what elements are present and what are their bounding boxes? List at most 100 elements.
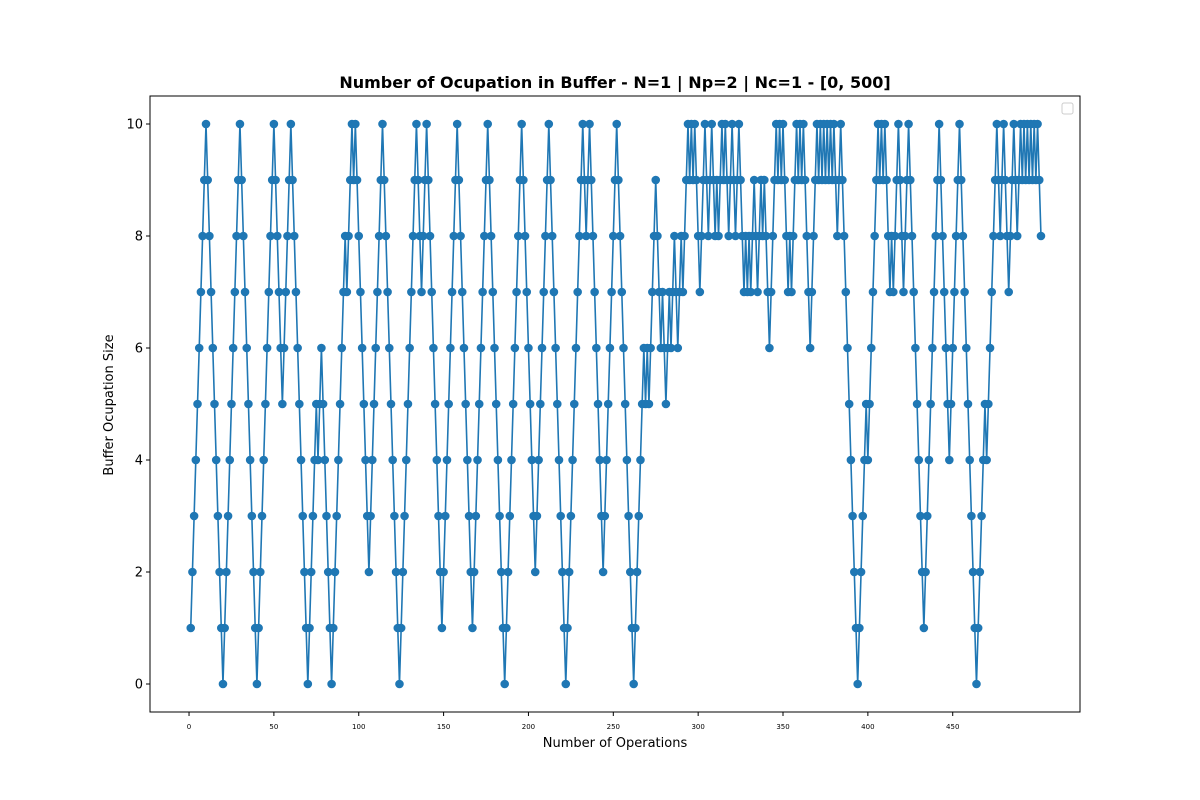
- data-point: [412, 119, 421, 129]
- data-point: [916, 511, 925, 521]
- data-point: [408, 231, 418, 241]
- data-point: [469, 567, 479, 577]
- data-point: [578, 119, 588, 129]
- data-point: [403, 399, 413, 409]
- data-point: [911, 343, 920, 353]
- data-point: [463, 455, 472, 465]
- data-point: [374, 231, 384, 241]
- data-point: [429, 343, 438, 353]
- data-point: [227, 399, 236, 409]
- data-point: [337, 343, 347, 353]
- data-point: [780, 175, 790, 185]
- data-point: [186, 623, 196, 633]
- data-point: [768, 231, 778, 241]
- data-point: [629, 679, 638, 689]
- data-point: [288, 175, 297, 185]
- data-point: [919, 623, 929, 633]
- data-point: [802, 231, 812, 241]
- data-point: [537, 343, 547, 353]
- data-point: [549, 287, 559, 297]
- legend-box: [1061, 102, 1074, 115]
- data-point: [622, 455, 632, 465]
- data-point: [695, 287, 705, 297]
- data-point: [1012, 231, 1022, 241]
- data-point: [425, 231, 435, 241]
- data-point: [422, 119, 431, 129]
- data-point: [491, 399, 501, 409]
- data-point: [839, 231, 849, 241]
- data-point: [488, 287, 498, 297]
- data-point: [866, 343, 876, 353]
- data-point: [213, 511, 223, 521]
- data-point: [904, 119, 913, 129]
- data-point: [449, 231, 459, 241]
- data-point: [846, 455, 856, 465]
- data-point: [948, 343, 958, 353]
- data-point: [615, 231, 625, 241]
- data-point: [1034, 175, 1044, 185]
- data-point: [262, 343, 272, 353]
- data-point: [381, 231, 391, 241]
- data-point: [680, 231, 689, 241]
- data-point: [963, 399, 973, 409]
- x-tick-label: 50: [269, 723, 278, 731]
- data-point: [844, 399, 854, 409]
- data-point: [595, 455, 605, 465]
- data-point: [936, 175, 946, 185]
- data-point: [193, 399, 202, 409]
- plot-frame: [149, 95, 1081, 713]
- data-point: [317, 343, 326, 353]
- data-point: [206, 287, 216, 297]
- data-point: [890, 231, 900, 241]
- data-point: [461, 399, 470, 409]
- y-axis: 0 2 4 6 8 10: [126, 118, 150, 693]
- data-point: [841, 287, 851, 297]
- data-point: [434, 511, 443, 521]
- data-point: [678, 287, 688, 297]
- data-point: [512, 287, 521, 297]
- data-point: [865, 399, 874, 409]
- data-point: [517, 119, 526, 129]
- data-point: [558, 567, 567, 577]
- data-point: [945, 455, 954, 465]
- data-point: [598, 567, 608, 577]
- data-point: [690, 119, 700, 129]
- data-point: [188, 567, 197, 577]
- data-point: [522, 287, 532, 297]
- data-point: [568, 455, 577, 465]
- data-point: [553, 399, 562, 409]
- data-point: [581, 231, 591, 241]
- data-point: [853, 679, 862, 689]
- data-point: [322, 511, 331, 521]
- data-point: [242, 343, 252, 353]
- data-point: [934, 119, 944, 129]
- data-point: [546, 175, 555, 185]
- data-point: [293, 343, 302, 353]
- data-point: [609, 231, 618, 241]
- data-point: [266, 231, 275, 241]
- data-point: [272, 231, 282, 241]
- data-point: [417, 287, 426, 297]
- data-point: [646, 343, 655, 353]
- data-point: [444, 399, 453, 409]
- data-point: [968, 567, 978, 577]
- data-point: [561, 679, 571, 689]
- data-point: [746, 287, 756, 297]
- data-point: [239, 231, 248, 241]
- data-point: [760, 175, 769, 185]
- data-point: [296, 455, 306, 465]
- data-point: [490, 343, 499, 353]
- data-point: [286, 119, 296, 129]
- data-point: [573, 287, 582, 297]
- data-point: [474, 399, 484, 409]
- data-point: [427, 287, 437, 297]
- data-point: [524, 343, 533, 353]
- data-point: [328, 623, 338, 633]
- data-point: [439, 567, 448, 577]
- data-point: [366, 511, 375, 521]
- data-point: [332, 511, 341, 521]
- data-point: [320, 455, 330, 465]
- data-point: [895, 175, 905, 185]
- data-point: [921, 567, 930, 577]
- data-point: [485, 175, 494, 185]
